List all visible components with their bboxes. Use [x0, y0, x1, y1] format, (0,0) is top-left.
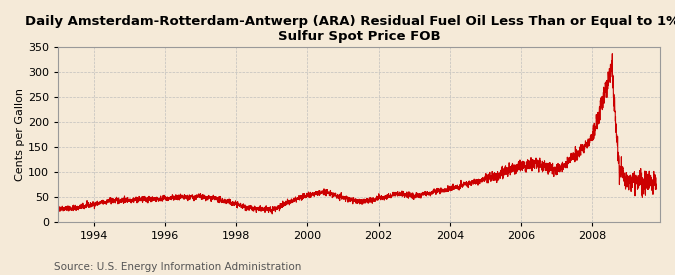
Text: Source: U.S. Energy Information Administration: Source: U.S. Energy Information Administ…	[54, 262, 301, 272]
Y-axis label: Cents per Gallon: Cents per Gallon	[15, 88, 25, 181]
Title: Daily Amsterdam-Rotterdam-Antwerp (ARA) Residual Fuel Oil Less Than or Equal to : Daily Amsterdam-Rotterdam-Antwerp (ARA) …	[25, 15, 675, 43]
